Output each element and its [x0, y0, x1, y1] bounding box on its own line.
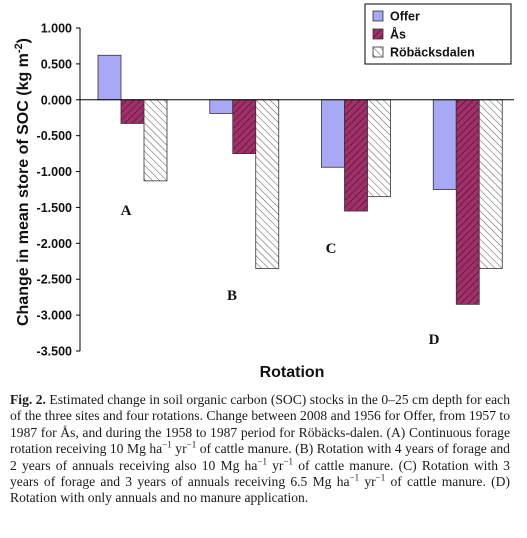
caption-text: yr [359, 474, 376, 490]
bar--s-b [232, 99, 257, 155]
legend-swatch [372, 46, 384, 58]
figure-label: Fig. 2. [10, 392, 46, 407]
y-tick-label: 0.000 [41, 93, 72, 107]
y-tick-label: -1.000 [37, 165, 72, 179]
y-tick-label: -0.500 [37, 129, 72, 143]
legend-entry: Ås [390, 27, 406, 42]
bar-r-b-cksdalen-c [367, 99, 391, 198]
rotation-annotations: A B C D [121, 203, 440, 348]
legend-entry: Offer [390, 10, 420, 24]
caption-text: yr [266, 457, 284, 473]
figure-caption: Fig. 2. Estimated change in soil organic… [10, 392, 510, 507]
annotation-b: B [227, 288, 237, 304]
annotation-c: C [326, 241, 337, 257]
bar-r-b-cksdalen-b [255, 99, 280, 269]
caption-text: of cattle manure. (C) Rotation with 3 ye… [10, 457, 510, 490]
caption-text: of cattle manure. (D) Rotation with only… [10, 474, 510, 506]
y-tick-label: -3.500 [37, 345, 72, 359]
y-axis-label: Change in mean store of SOC (kg m-2) [13, 38, 32, 326]
legend-swatch [372, 10, 384, 22]
y-tick-label: 0.500 [41, 57, 72, 71]
caption-text: yr [171, 441, 187, 457]
caption-sup: −1 [349, 472, 360, 483]
bar--s-c [344, 99, 368, 212]
y-tick-label: -3.000 [37, 309, 72, 323]
bars-group [97, 54, 503, 305]
legend: Offer Ås Röbäcksdalen [364, 3, 512, 65]
bar-offer-c [321, 99, 345, 168]
bar--s-d [455, 99, 480, 305]
bar-offer-d [432, 99, 457, 190]
y-tick-label: -2.500 [37, 273, 72, 287]
y-axis [76, 27, 81, 352]
caption-sup: −1 [162, 439, 172, 450]
bar-chart: 1.000 0.500 0.000 -0.500 -1.000 -1.500 -2.000 -… [13, 3, 514, 381]
caption-sup: −1 [257, 456, 267, 467]
legend-box [364, 3, 512, 65]
caption-text: Estimated change in soil organic carbon … [10, 392, 511, 457]
y-tick-label: 1.000 [41, 22, 72, 36]
bar-offer-a [97, 54, 122, 101]
caption-sup: −1 [375, 472, 386, 483]
annotation-d: D [429, 332, 440, 348]
x-axis-label: Rotation [260, 364, 325, 381]
annotation-a: A [121, 203, 132, 219]
y-tick-label: -2.000 [37, 237, 72, 251]
legend-entry: Röbäcksdalen [390, 46, 475, 60]
bar--s-a [120, 99, 145, 124]
y-tick-labels: 1.000 0.500 0.000 -0.500 -1.000 -1.500 -2.000 -… [37, 22, 73, 359]
caption-text: of cattle manure. (B) Rotation with 4 ye… [10, 441, 510, 473]
y-tick-label: -1.500 [37, 201, 72, 215]
bar-r-b-cksdalen-a [143, 99, 168, 182]
bar-offer-b [209, 99, 234, 114]
caption-sup: −1 [186, 439, 197, 450]
legend-swatch [372, 28, 384, 40]
bar-r-b-cksdalen-d [478, 99, 503, 269]
caption-sup: −1 [283, 456, 294, 467]
